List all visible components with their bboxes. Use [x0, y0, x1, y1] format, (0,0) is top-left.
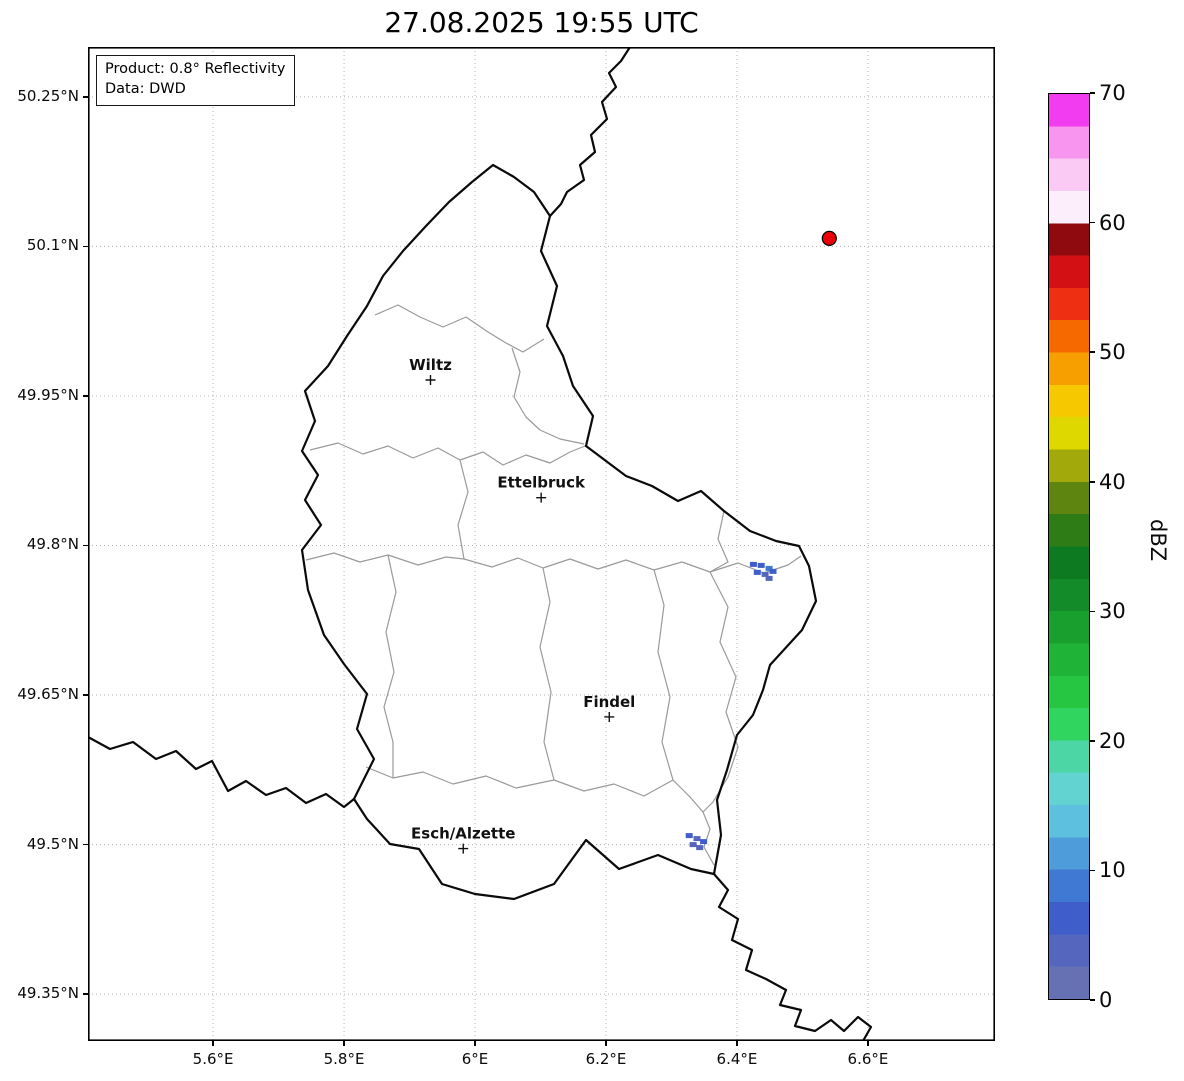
- city-marker: [458, 843, 469, 854]
- y-tick: [83, 694, 88, 696]
- colorbar-tick: [1090, 610, 1095, 613]
- x-tick: [605, 1041, 607, 1046]
- x-tick: [343, 1041, 345, 1046]
- country-borders: [88, 47, 873, 1041]
- colorbar-tick: [1090, 999, 1095, 1001]
- district-border: [305, 552, 802, 574]
- colorbar-tick: [1090, 481, 1095, 483]
- district-border: [709, 510, 729, 573]
- radar-echo-cell: [769, 568, 777, 574]
- colorbar-gradient: [1048, 93, 1090, 1000]
- colorbar-tick-label: 10: [1099, 858, 1126, 883]
- y-tick-label: 49.8°N: [26, 535, 79, 554]
- y-tick: [83, 395, 88, 397]
- luxembourg-border: [300, 163, 818, 901]
- district-border: [702, 571, 739, 813]
- radar-echo-cell: [685, 833, 693, 839]
- district-border: [511, 347, 585, 445]
- colorbar-label: dBZ: [1146, 519, 1170, 562]
- radar-echo-cell: [696, 845, 704, 851]
- city-group: Wiltz Ettelbruck Findel Esch/Alzette: [409, 356, 635, 854]
- city-marker: [536, 492, 547, 503]
- city-label: Esch/Alzette: [411, 825, 515, 843]
- district-border: [365, 766, 715, 866]
- colorbar-tick: [1090, 92, 1095, 94]
- belgium-germany-border: [548, 47, 632, 218]
- colorbar-tick-label: 0: [1099, 988, 1113, 1012]
- district-borders: [305, 304, 802, 866]
- france-germany-border: [712, 872, 873, 1041]
- colorbar-tick: [1090, 869, 1095, 872]
- colorbar-tick: [1090, 221, 1095, 224]
- city-marker: [425, 374, 436, 385]
- info-source-line: Data: DWD: [105, 81, 186, 98]
- x-tick-label: 6.2°E: [585, 1050, 627, 1068]
- radar-echo-group: [685, 561, 777, 851]
- colorbar-tick: [1090, 740, 1095, 742]
- x-tick: [212, 1041, 214, 1046]
- plot-title: 27.08.2025 19:55 UTC: [384, 6, 699, 39]
- district-border: [653, 569, 674, 781]
- city-label: Ettelbruck: [497, 474, 586, 492]
- france-belgium-border: [88, 735, 356, 809]
- radar-echo-cell: [693, 836, 701, 842]
- x-tick-label: 5.8°E: [323, 1050, 365, 1068]
- y-tick: [83, 993, 88, 995]
- radar-echo-cell: [765, 565, 773, 571]
- x-tick-label: 6.4°E: [716, 1050, 758, 1068]
- city-label: Findel: [583, 693, 635, 711]
- radar-echo-cell: [761, 571, 769, 577]
- y-tick: [83, 843, 88, 846]
- district-border: [374, 304, 545, 353]
- x-tick: [867, 1041, 869, 1046]
- district-border: [383, 554, 397, 778]
- radar-site-marker: [821, 230, 837, 246]
- colorbar-tick-label: 50: [1099, 340, 1126, 365]
- y-tick: [83, 96, 88, 98]
- grid-group: [88, 47, 995, 1041]
- colorbar-tick-label: 20: [1099, 728, 1126, 753]
- y-tick: [83, 245, 88, 248]
- radar-echo-cell: [765, 575, 773, 581]
- colorbar-tick-label: 40: [1099, 469, 1126, 494]
- info-box: Product: 0.8° Reflectivity Data: DWD: [96, 55, 296, 106]
- y-tick-label: 49.35°N: [17, 984, 79, 1003]
- radar-echo-cell: [689, 842, 697, 848]
- x-tick-label: 6°E: [461, 1050, 489, 1068]
- info-product-line: Product: 0.8° Reflectivity: [105, 61, 286, 77]
- colorbar-tick-label: 60: [1099, 210, 1126, 235]
- x-tick: [474, 1041, 476, 1046]
- y-tick-label: 49.5°N: [26, 834, 79, 853]
- y-tick: [83, 544, 88, 547]
- radar-echo-cell: [700, 839, 708, 845]
- radar-echo-cell: [753, 569, 761, 575]
- y-tick-label: 49.65°N: [17, 685, 79, 704]
- radar-echo-cell: [757, 562, 765, 568]
- plot-frame: [88, 47, 995, 1041]
- district-border: [309, 442, 586, 466]
- city-label: Wiltz: [409, 356, 452, 374]
- y-tick-label: 50.25°N: [17, 86, 79, 105]
- colorbar-tick-label: 70: [1099, 81, 1126, 105]
- map-plot: Wiltz Ettelbruck Findel Esch/Alzette Produc…: [88, 47, 995, 1041]
- x-tick-label: 6.6°E: [847, 1050, 889, 1068]
- radar-echo-cell: [749, 561, 757, 567]
- radar-site-group: [821, 230, 837, 246]
- map-canvas: Wiltz Ettelbruck Findel Esch/Alzette: [88, 47, 995, 1041]
- y-tick-label: 50.1°N: [26, 236, 79, 255]
- district-border: [457, 459, 469, 560]
- city-marker: [604, 711, 615, 722]
- colorbar-tick-label: 30: [1099, 599, 1126, 624]
- x-tick: [736, 1041, 738, 1046]
- district-border: [539, 567, 555, 781]
- y-tick-label: 49.95°N: [17, 385, 79, 404]
- colorbar-tick: [1090, 351, 1095, 353]
- x-tick-label: 5.6°E: [192, 1050, 234, 1068]
